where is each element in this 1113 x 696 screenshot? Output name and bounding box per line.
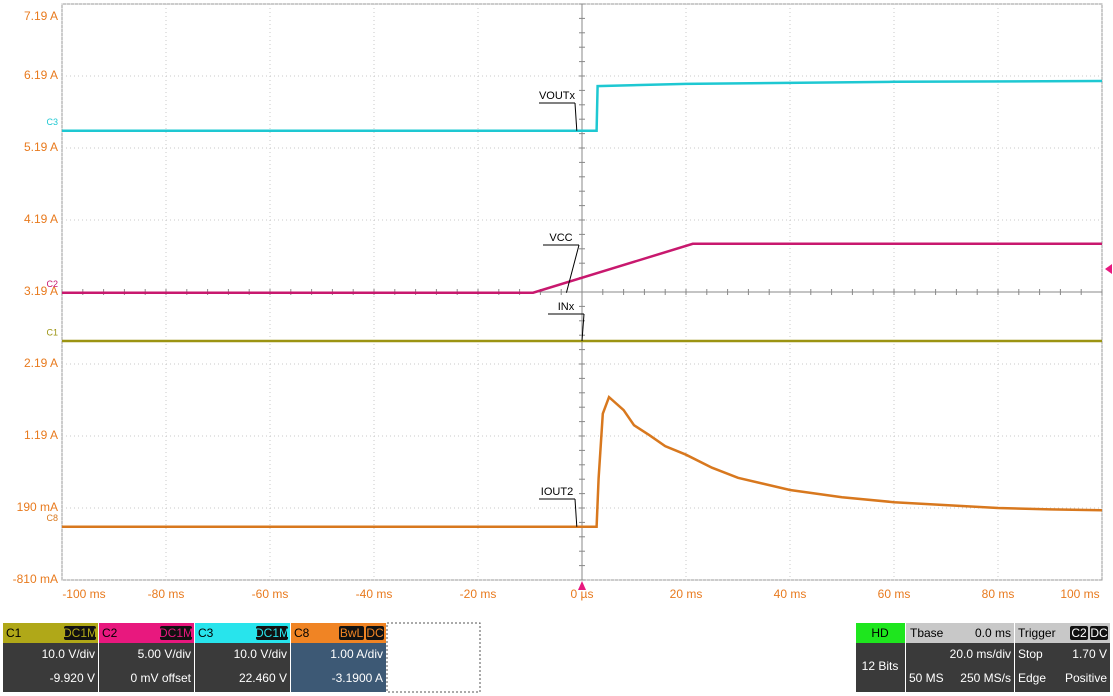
channel-tag-box	[366, 626, 384, 640]
channel-body	[291, 643, 386, 692]
trigger-tag-box	[1090, 626, 1108, 640]
trigger-label: Trigger	[1018, 626, 1056, 640]
y-tick-label: 5.19 A	[24, 140, 58, 154]
channel-tag-box	[160, 626, 192, 640]
y-tick-label: 190 mA	[17, 500, 58, 514]
trace-label: VCC	[549, 232, 572, 244]
channel-body	[195, 643, 290, 692]
trace	[62, 79, 1103, 132]
channel-offset: 22.460 V	[239, 671, 287, 685]
y-tick-label: 4.19 A	[24, 212, 58, 226]
channel-marker: C1	[46, 327, 58, 337]
y-tick-label: 1.19 A	[24, 428, 58, 442]
channel-tag: DC	[366, 626, 384, 640]
channel-marker: C3	[46, 117, 58, 127]
channel-tag: DC1M	[159, 626, 193, 640]
y-tick-label: 2.19 A	[24, 356, 58, 370]
channel-tag: DC1M	[63, 626, 97, 640]
trigger-time-marker	[578, 581, 586, 590]
hd-mode: HD	[871, 626, 889, 640]
x-tick-label: -20 ms	[460, 587, 497, 601]
trace	[62, 394, 1103, 528]
tbase-rate: 250 MS/s	[960, 671, 1011, 685]
trigger-slope: Positive	[1065, 671, 1107, 685]
x-tick-label: -60 ms	[252, 587, 289, 601]
trigger-body	[1015, 643, 1110, 692]
trace-label: VOUTx	[539, 90, 576, 102]
tbase-points: 50 MS	[909, 671, 944, 685]
channel-tag: BwL	[340, 626, 364, 640]
x-tick-label: 0 µs	[571, 587, 594, 601]
trace-label: IOUT2	[541, 486, 573, 498]
tbase-label: Tbase	[910, 626, 944, 640]
trigger-tag: DC	[1090, 626, 1108, 640]
label-leader	[574, 498, 578, 527]
channel-body	[99, 643, 194, 692]
channel-offset: -3.1900 A	[332, 671, 383, 685]
channel-scale: 10.0 V/div	[42, 647, 95, 661]
x-tick-label: 100 ms	[1060, 587, 1099, 601]
x-tick-label: 40 ms	[774, 587, 807, 601]
channel-offset: -9.920 V	[50, 671, 95, 685]
hd-header	[856, 623, 905, 643]
y-tick-label: 6.19 A	[24, 68, 58, 82]
trigger-type: Edge	[1018, 671, 1046, 685]
tbase-scale: 20.0 ms/div	[950, 647, 1011, 661]
channel-name: C3	[198, 626, 214, 640]
trigger-state: Stop	[1018, 647, 1043, 661]
trigger-level-marker	[1105, 264, 1112, 274]
trigger-tag: C2	[1071, 626, 1087, 640]
hd-body	[856, 643, 905, 692]
tbase-delay: 0.0 ms	[975, 626, 1011, 640]
label-leader	[565, 244, 580, 293]
channel-name: C2	[102, 626, 118, 640]
channel-name: C8	[294, 626, 310, 640]
channel-scale: 5.00 V/div	[138, 647, 191, 661]
x-tick-label: 20 ms	[670, 587, 703, 601]
channel-tag-box	[256, 626, 288, 640]
y-tick-label: 7.19 A	[24, 9, 58, 23]
x-tick-label: -80 ms	[148, 587, 185, 601]
tbase-header	[906, 623, 1014, 643]
label-leader	[581, 313, 585, 341]
x-tick-label: 80 ms	[982, 587, 1015, 601]
channel-marker: C8	[46, 513, 58, 523]
trigger-tag-box	[1070, 626, 1088, 640]
channel-body	[3, 643, 98, 692]
x-tick-label: -40 ms	[356, 587, 393, 601]
channel-scale: 10.0 V/div	[234, 647, 287, 661]
hd-bits: 12 Bits	[862, 659, 899, 673]
channel-scale: 1.00 A/div	[330, 647, 383, 661]
x-tick-label: -100 ms	[62, 587, 105, 601]
trace	[62, 242, 1102, 294]
channel-offset: 0 mV offset	[131, 671, 192, 685]
trace-label: INx	[558, 301, 575, 313]
y-tick-label: 3.19 A	[24, 284, 58, 298]
y-tick-label: -810 mA	[13, 572, 58, 586]
empty-slot	[386, 622, 481, 693]
channel-name: C1	[6, 626, 22, 640]
label-leader	[574, 102, 578, 131]
channel-tag-box	[64, 626, 96, 640]
channel-tag-box	[339, 626, 364, 640]
tbase-body	[906, 643, 1014, 692]
channel-tag: DC1M	[255, 626, 289, 640]
trigger-level: 1.70 V	[1072, 647, 1107, 661]
channel-marker: C2	[46, 279, 58, 289]
x-tick-label: 60 ms	[878, 587, 911, 601]
